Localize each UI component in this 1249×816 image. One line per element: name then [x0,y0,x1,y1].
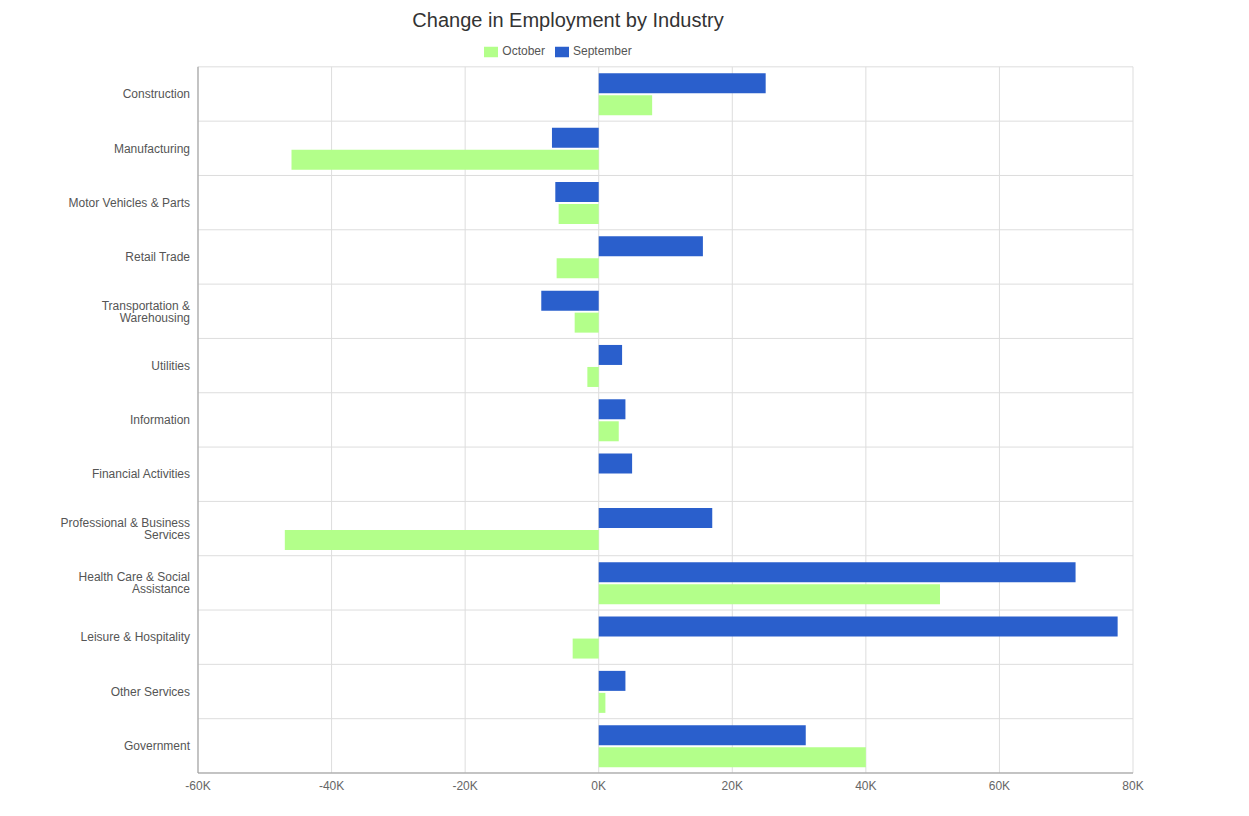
html-text:Change in Employment by Indust: Change in Employment by Industry [412,9,724,31]
svg-text:Construction: Construction [123,87,190,101]
svg-text:Leisure & Hospitality: Leisure & Hospitality [81,630,190,644]
svg-text:Government: Government [124,739,191,753]
svg-text:Professional & BusinessService: Professional & BusinessServices [61,516,190,542]
svg-text:80K: 80K [1122,779,1143,793]
svg-text:Financial Activities: Financial Activities [92,467,190,481]
svg-text:Retail Trade: Retail Trade [125,250,190,264]
svg-text:60K: 60K [989,779,1010,793]
svg-text:Health Care & SocialAssistance: Health Care & SocialAssistance [79,570,191,596]
svg-text:Manufacturing: Manufacturing [114,142,190,156]
svg-text:20K: 20K [722,779,743,793]
svg-text:Utilities: Utilities [151,359,190,373]
svg-text:-20K: -20K [452,779,477,793]
svg-text:Motor Vehicles & Parts: Motor Vehicles & Parts [69,196,190,210]
svg-text:-60K: -60K [185,779,210,793]
svg-text:Information: Information [130,413,190,427]
svg-text:40K: 40K [855,779,876,793]
svg-text:0K: 0K [591,779,606,793]
html-text:September: September [573,44,632,58]
svg-text:Transportation &Warehousing: Transportation &Warehousing [102,299,190,325]
svg-text:Other Services: Other Services [111,685,190,699]
html-text:October: October [502,44,545,58]
svg-text:-40K: -40K [319,779,344,793]
